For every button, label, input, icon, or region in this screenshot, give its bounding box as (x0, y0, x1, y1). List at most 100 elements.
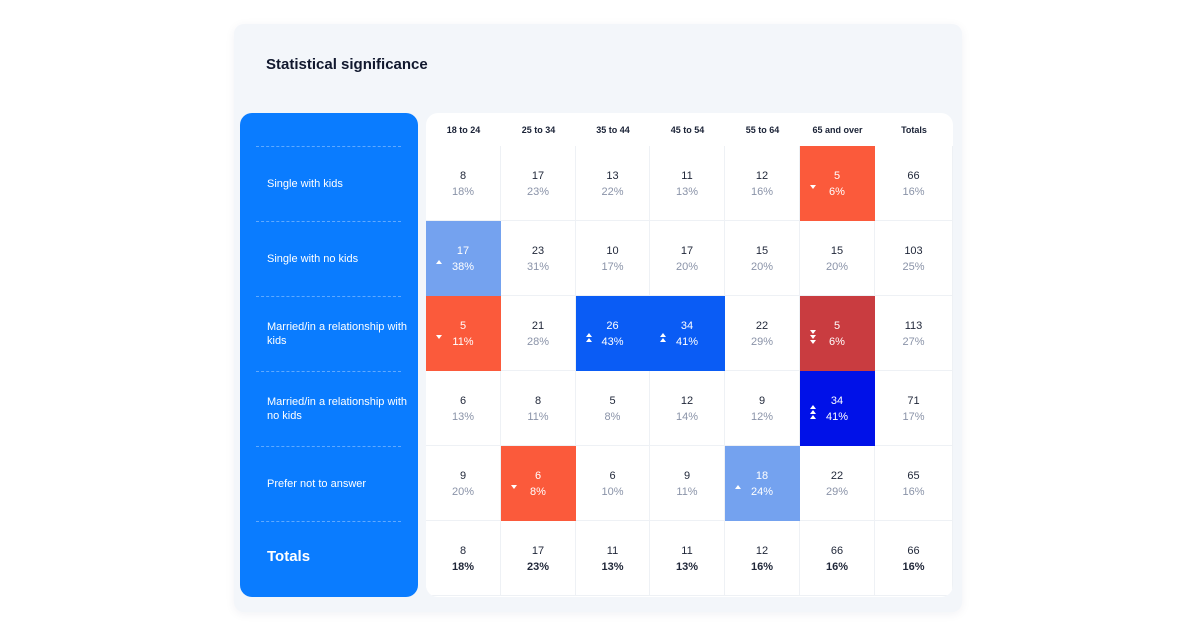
table-cell: 15 20% (800, 221, 875, 296)
table-cell: 6 8% (501, 446, 576, 521)
cell-percent: 16% (825, 561, 849, 573)
cell-count: 5 (459, 320, 467, 332)
cell-count: 5 (609, 395, 616, 407)
row-label: Single with kids (267, 177, 343, 190)
cell-count: 8 (459, 545, 467, 557)
totals-cell: 66 16% (800, 521, 875, 596)
table-cell: 34 41% (800, 371, 875, 446)
table-cell: 9 12% (725, 371, 800, 446)
cell-percent: 43% (601, 336, 624, 348)
row-divider (256, 371, 401, 372)
row-divider (256, 446, 401, 447)
table-cell: 34 41% (650, 296, 725, 371)
cell-count: 15 (755, 245, 769, 257)
table-cell: 66 16% (875, 146, 953, 221)
table-cell: 5 11% (426, 296, 501, 371)
arrow-down-icon (810, 335, 816, 339)
cell-count: 6 (534, 470, 542, 482)
significance-card: Statistical significance Single with kid… (234, 24, 962, 612)
arrow-down-icon (511, 485, 517, 489)
cell-percent: 28% (526, 336, 550, 348)
cell-count: 17 (456, 245, 470, 257)
arrow-up-icon (660, 337, 666, 342)
cell-percent: 16% (902, 486, 925, 498)
table-cell: 71 17% (875, 371, 953, 446)
arrow-up-icon (436, 260, 442, 264)
totals-cell: 17 23% (501, 521, 576, 596)
cell-percent: 20% (825, 261, 849, 273)
significance-up-icon (436, 247, 446, 277)
column-header: 35 to 44 (596, 124, 630, 135)
totals-cell: 11 13% (576, 521, 650, 596)
significance-up-icon (660, 322, 670, 352)
arrow-down-icon (810, 185, 816, 189)
row-label: Single with no kids (267, 252, 359, 265)
cell-percent: 12% (750, 411, 774, 423)
cell-percent: 23% (526, 186, 550, 198)
cell-count: 113 (904, 320, 923, 332)
cell-count: 9 (758, 395, 766, 407)
cell-percent: 16% (902, 186, 925, 198)
cell-percent: 22% (601, 186, 624, 198)
table-cell: 6 10% (576, 446, 650, 521)
table-cell: 22 29% (800, 446, 875, 521)
cell-percent: 27% (902, 336, 925, 348)
cell-percent: 17% (902, 411, 925, 423)
table-cell: 21 28% (501, 296, 576, 371)
arrow-up-icon (586, 332, 592, 337)
table-cell: 12 16% (725, 146, 800, 221)
arrow-up-icon (735, 485, 741, 489)
significance-down-icon (810, 172, 820, 202)
significance-down-icon (511, 472, 521, 502)
column-header: 55 to 64 (745, 124, 780, 135)
row-divider (256, 296, 401, 297)
cell-count: 5 (833, 320, 841, 332)
cell-percent: 17% (601, 261, 624, 273)
cell-percent: 38% (451, 261, 475, 273)
significance-up-icon (735, 472, 745, 502)
cell-percent: 16% (750, 561, 774, 573)
cell-count: 17 (531, 545, 545, 557)
cell-count: 103 (904, 245, 923, 257)
cell-percent: 13% (675, 186, 699, 198)
cell-percent: 29% (750, 336, 774, 348)
table-cell: 12 14% (650, 371, 725, 446)
cell-percent: 11% (527, 411, 549, 423)
cell-percent: 8% (604, 411, 621, 423)
table-cell: 8 11% (501, 371, 576, 446)
column-header: 25 to 34 (521, 124, 556, 135)
table-cell: 11 13% (650, 146, 725, 221)
cell-count: 12 (755, 545, 769, 557)
table-cell: 65 16% (875, 446, 953, 521)
table-cell: 8 18% (426, 146, 501, 221)
totals-cell: 8 18% (426, 521, 501, 596)
table-cell: 17 20% (650, 221, 725, 296)
cell-count: 17 (680, 245, 694, 257)
cell-count: 18 (755, 470, 769, 482)
cell-percent: 24% (750, 486, 774, 498)
cell-count: 11 (606, 545, 619, 557)
table-cell: 5 6% (800, 296, 875, 371)
table-cell: 5 6% (800, 146, 875, 221)
cell-count: 21 (531, 320, 545, 332)
column-header: 18 to 24 (446, 124, 481, 135)
cell-percent: 6% (829, 186, 845, 198)
cell-count: 11 (681, 545, 693, 557)
cell-count: 6 (609, 470, 616, 482)
arrow-down-icon (810, 330, 816, 334)
cell-percent: 16% (750, 186, 774, 198)
row-label: Married/in a relationship with no kids (267, 395, 408, 422)
cell-count: 22 (755, 320, 769, 332)
column-header: Totals (901, 124, 927, 135)
significance-down-icon (436, 322, 446, 352)
significance-up-icon (586, 322, 596, 352)
totals-row-label: Totals (267, 548, 311, 565)
table-cell: 23 31% (501, 221, 576, 296)
table-cell: 10 17% (576, 221, 650, 296)
cell-percent: 20% (451, 486, 475, 498)
cell-percent: 13% (601, 561, 624, 573)
cell-count: 66 (830, 545, 844, 557)
cell-count: 11 (681, 170, 693, 182)
column-header: 65 and over (812, 124, 863, 135)
cell-percent: 6% (829, 336, 845, 348)
